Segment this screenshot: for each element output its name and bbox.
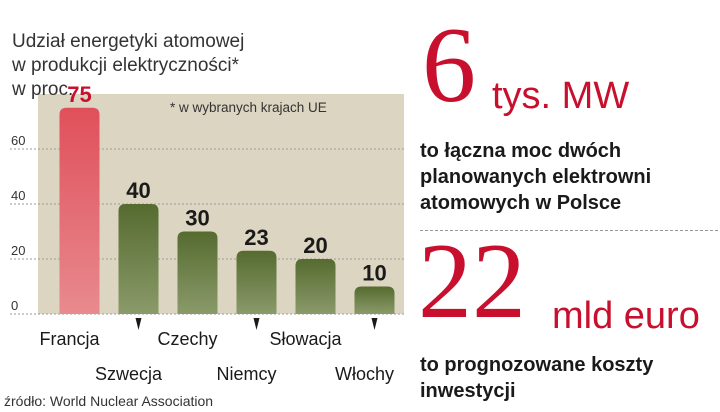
bar-włochy [354, 286, 395, 314]
bar-francja [59, 107, 100, 314]
category-label: Włochy [335, 364, 394, 384]
stat-1-unit: tys. MW [492, 75, 630, 117]
stat-1-description-line-3: atomowych w Polsce [420, 192, 622, 214]
data-label: 10 [362, 261, 386, 286]
stat-2-description-line-2: inwestycji [420, 380, 516, 402]
data-label: 30 [185, 206, 209, 231]
category-label: Czechy [157, 329, 217, 349]
data-label: 20 [303, 233, 327, 258]
y-tick-label: 60 [11, 133, 25, 148]
y-tick-label: 0 [11, 298, 18, 313]
stat-2-number: 22 [418, 222, 526, 341]
y-tick-label: 40 [11, 188, 25, 203]
bar-słowacja [295, 259, 336, 314]
chart-footnote: * w wybranych krajach UE [170, 100, 327, 115]
chart-title-line-2: w produkcji elektryczności* [12, 55, 240, 76]
stat-1-description-line-1: to łączna moc dwóch [420, 140, 622, 162]
stat-1-number: 6 [422, 6, 476, 125]
y-tick-label: 20 [11, 243, 25, 258]
chart-title-line-3: w proc. [12, 79, 74, 100]
data-label: 75 [67, 82, 91, 107]
bar-chart: 0 20 40 60 75 Francja 40 Szwecja 30 Czechy 23 Niemc… [10, 82, 404, 384]
stats-divider [420, 230, 718, 231]
category-label: Słowacja [269, 329, 342, 349]
data-label: 23 [244, 225, 268, 250]
category-connector [253, 318, 260, 330]
bar-szwecja [118, 204, 159, 314]
stat-1-description-line-2: planowanych elektrowni [420, 166, 652, 188]
stat-2-unit: mld euro [552, 295, 700, 337]
stat-2-description-line-1: to prognozowane koszty [420, 354, 654, 376]
bar-czechy [177, 231, 218, 314]
category-label: Niemcy [216, 364, 276, 384]
chart-title: Udział energetyki atomowej w produkcji e… [12, 30, 312, 102]
category-label: Szwecja [95, 364, 163, 384]
stat-1-description: to łączna moc dwóch planowanych elektrow… [420, 138, 651, 216]
stat-2-description: to prognozowane koszty inwestycji [420, 352, 653, 404]
category-connector [371, 318, 378, 330]
category-connector [135, 318, 142, 330]
chart-source: źródło: World Nuclear Association [4, 393, 214, 409]
chart-title-line-1: Udział energetyki atomowej [12, 31, 245, 52]
category-label: Francja [39, 329, 100, 349]
data-label: 40 [126, 178, 150, 203]
bar-niemcy [236, 250, 277, 314]
